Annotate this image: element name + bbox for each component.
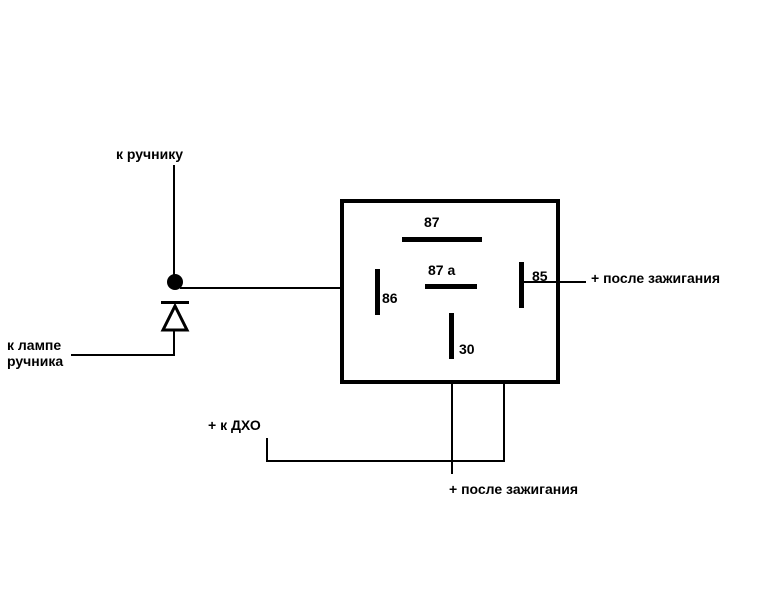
wire-2 [173,330,175,355]
wire-7 [266,460,504,462]
wire-6 [266,438,268,460]
wire-8 [503,384,505,462]
wire-3 [71,354,175,356]
diode-cathode-bar [161,301,189,304]
wire-1 [180,287,340,289]
diagram-canvas: 87 87 а 86 85 30 к ручнику к лампе ручни… [0,0,768,614]
wire-0 [173,165,175,280]
diode-icon [0,0,768,614]
wire-4 [524,281,586,283]
